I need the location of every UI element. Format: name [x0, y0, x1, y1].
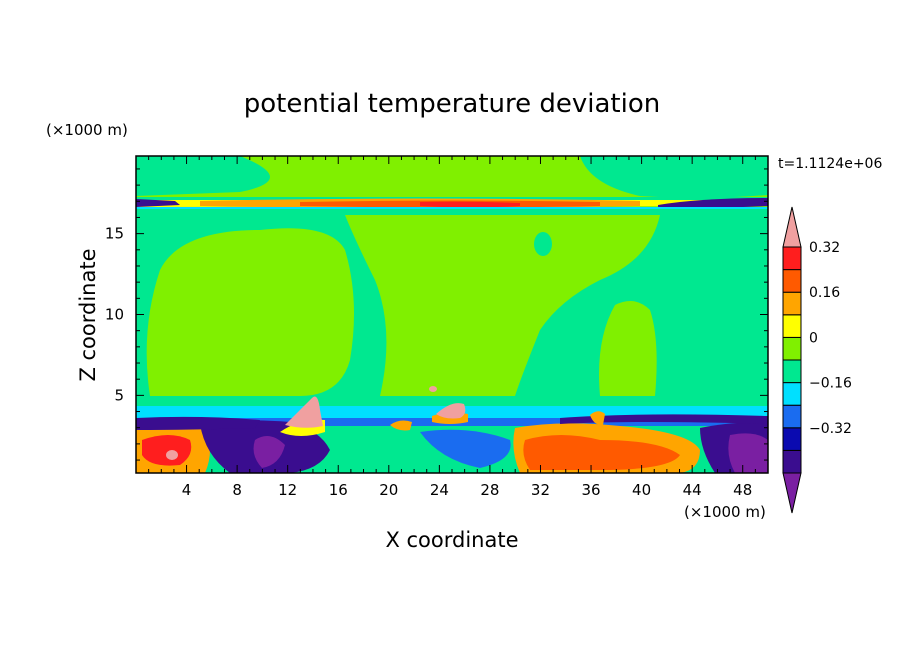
x-tick-label: 20	[379, 481, 398, 499]
colorbar-box	[782, 291, 802, 316]
colorbar-box	[782, 269, 802, 293]
colorbar-box	[782, 359, 802, 384]
time-label: t=1.1124e+06	[778, 156, 882, 172]
field-region	[253, 436, 285, 468]
colorbar-box	[782, 404, 802, 429]
x-tick-label: 28	[480, 481, 499, 499]
field-region	[345, 215, 660, 396]
colorbar-label: −0.32	[809, 421, 852, 437]
field-region	[590, 411, 605, 426]
chart-title: potential temperature deviation	[244, 89, 660, 119]
colorbar-arrow-bottom	[782, 472, 802, 514]
y-axis-ticks: 5 10 15	[105, 168, 768, 461]
x-tick-label: 44	[683, 481, 702, 499]
y-unit-label: (×1000 m)	[46, 121, 128, 139]
field-region	[420, 201, 520, 208]
colorbar-box	[782, 314, 802, 338]
colorbar-box	[782, 449, 802, 474]
x-tick-label: 12	[278, 481, 297, 499]
field-region	[420, 429, 511, 468]
y-axis-label: Z coordinate	[76, 248, 100, 381]
heatmap-field	[136, 156, 768, 473]
field-region	[146, 228, 354, 396]
x-tick-label: 40	[632, 481, 651, 499]
field-region	[658, 198, 768, 208]
field-region	[580, 156, 768, 198]
colorbar-label: 0.16	[809, 285, 840, 301]
x-tick-label: 16	[329, 481, 348, 499]
field-region	[136, 199, 180, 207]
y-tick-label: 5	[114, 386, 124, 404]
colorbar-box	[782, 336, 802, 361]
colorbar-box	[782, 427, 802, 451]
x-axis-ticks: 4 8 12 16 20 24 28 32 36 40 44 48	[148, 156, 756, 499]
x-tick-label: 4	[182, 481, 192, 499]
field-region	[534, 232, 552, 256]
field-region	[523, 435, 680, 470]
x-tick-label: 24	[430, 481, 449, 499]
field-region	[728, 433, 768, 473]
x-tick-label: 36	[581, 481, 600, 499]
x-axis-label: X coordinate	[385, 528, 518, 552]
y-tick-label: 10	[105, 306, 124, 324]
colorbar-label: 0.32	[809, 240, 840, 256]
x-tick-label: 48	[733, 481, 752, 499]
field-region	[142, 435, 192, 466]
field-region	[436, 403, 466, 419]
field-region	[166, 450, 178, 460]
field-region	[599, 301, 657, 396]
colorbar-box	[782, 246, 802, 271]
field-region	[136, 416, 260, 430]
colorbar-box	[782, 382, 802, 406]
colorbar-label: 0	[809, 330, 818, 346]
colorbar-label: −0.16	[809, 376, 852, 392]
field-region	[390, 420, 412, 431]
colorbar-arrow-top	[782, 206, 802, 248]
x-tick-label: 8	[232, 481, 242, 499]
field-region	[285, 396, 323, 428]
colorbar: 0.32 0.16 0 −0.16 −0.32	[782, 206, 852, 514]
field-region	[136, 197, 768, 200]
x-unit-label: (×1000 m)	[684, 503, 766, 521]
field-region	[560, 414, 768, 424]
field-region	[136, 156, 270, 196]
x-tick-label: 32	[531, 481, 550, 499]
field-region	[429, 386, 437, 392]
field-region	[136, 207, 768, 209]
y-tick-label: 15	[105, 225, 124, 243]
